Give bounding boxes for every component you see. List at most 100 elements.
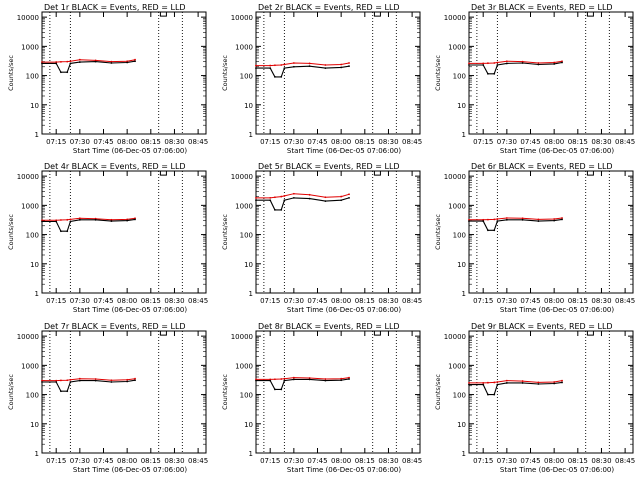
x-tick-label: 07:30 [70, 457, 90, 465]
data-point-lld [274, 196, 276, 199]
y-axis-label: Counts/sec [7, 214, 15, 250]
data-point-events [308, 197, 311, 200]
data-point-events [274, 388, 276, 391]
x-tick-label: 07:45 [307, 297, 327, 305]
y-tick-label: 1 [462, 450, 466, 458]
x-tick-label: 08:00 [331, 297, 351, 305]
y-tick-label: 100 [240, 232, 253, 240]
x-tick-label: 07:15 [46, 457, 66, 465]
data-point-events [505, 382, 508, 384]
series-line-events [42, 218, 136, 232]
data-point-lld [553, 218, 556, 220]
y-tick-label: 10000 [17, 333, 39, 341]
x-tick-label: 08:15 [141, 297, 161, 305]
data-point-lld [69, 60, 72, 63]
data-point-lld [561, 379, 563, 382]
x-tick-label: 08:00 [331, 138, 351, 146]
x-tick-label: 07:30 [284, 138, 304, 146]
data-point-events [521, 218, 524, 221]
data-point-lld [110, 60, 113, 63]
data-point-events [292, 65, 295, 68]
data-point-events [78, 61, 81, 63]
data-point-lld [255, 64, 257, 67]
y-tick-label: 10 [457, 102, 466, 110]
data-point-lld [78, 58, 81, 61]
data-point-lld [493, 218, 496, 221]
y-tick-label: 10000 [444, 333, 466, 341]
data-point-lld [493, 62, 496, 64]
series-line-lld [469, 380, 563, 384]
x-tick-label: 07:30 [284, 297, 304, 305]
data-point-events [269, 379, 272, 382]
y-tick-label: 1000 [235, 202, 253, 210]
y-tick-label: 10000 [17, 14, 39, 22]
data-point-lld [505, 379, 508, 382]
x-tick-label: 08:45 [188, 138, 208, 146]
data-point-lld [348, 62, 350, 64]
data-point-events [274, 208, 276, 211]
data-point-events [487, 229, 489, 232]
y-tick-label: 1000 [21, 43, 39, 51]
plot-frame [255, 330, 421, 454]
x-tick-label: 07:15 [473, 138, 493, 146]
data-point-events [348, 197, 350, 199]
data-point-events [55, 220, 58, 223]
data-point-lld [521, 60, 524, 63]
x-tick-label: 07:45 [93, 138, 113, 146]
data-point-lld [340, 377, 343, 380]
y-axis-label: Counts/sec [434, 55, 442, 91]
y-tick-label: 100 [453, 73, 466, 81]
data-point-events [537, 220, 540, 222]
data-point-events [561, 61, 563, 64]
y-tick-label: 10000 [231, 14, 253, 22]
x-tick-label: 08:30 [378, 297, 398, 305]
data-point-lld [308, 377, 311, 379]
data-point-events [269, 67, 272, 70]
data-point-events [324, 379, 327, 382]
data-point-events [292, 197, 295, 199]
data-point-events [505, 218, 508, 221]
series-line-events [469, 218, 563, 231]
x-tick-label: 08:00 [117, 457, 137, 465]
y-axis-label: Counts/sec [7, 55, 15, 91]
panel-det-2: Det 2r BLACK = Events, RED = LLD 1 10 100 10… [221, 3, 422, 155]
data-point-lld [292, 62, 295, 64]
x-tick-label: 07:45 [307, 138, 327, 146]
x-axis-label: Start Time (06-Dec-05 07:06:00) [73, 147, 187, 155]
data-point-lld [521, 217, 524, 220]
data-point-lld [69, 218, 72, 221]
data-point-lld [482, 218, 485, 221]
x-tick-label: 07:45 [520, 138, 540, 146]
x-tick-label: 08:45 [615, 297, 635, 305]
x-tick-label: 08:00 [117, 297, 137, 305]
panel-title: Det 8r BLACK = Events, RED = LLD [258, 322, 400, 331]
x-tick-label: 07:30 [284, 457, 304, 465]
data-point-events [274, 76, 276, 78]
data-point-events [66, 390, 69, 393]
x-tick-label: 08:15 [141, 457, 161, 465]
series-line-lld [42, 217, 136, 221]
panel-det-5: Det 5r BLACK = Events, RED = LLD 1 10 100 10… [221, 162, 422, 314]
y-tick-label: 10 [30, 102, 39, 110]
data-point-lld [496, 218, 499, 220]
data-point-events [468, 383, 470, 386]
x-tick-label: 08:45 [188, 297, 208, 305]
x-tick-label: 08:45 [188, 457, 208, 465]
data-point-events [94, 379, 97, 382]
data-point-events [283, 199, 286, 202]
interval-marker [373, 171, 381, 176]
data-point-lld [41, 219, 43, 222]
data-point-lld [553, 61, 556, 64]
x-tick-label: 08:30 [378, 457, 398, 465]
data-point-events [505, 62, 508, 65]
y-tick-label: 1 [35, 450, 39, 458]
data-point-lld [348, 376, 350, 379]
y-tick-label: 10000 [231, 333, 253, 341]
data-point-lld [505, 217, 508, 219]
data-point-events [496, 64, 499, 66]
data-point-events [537, 383, 540, 385]
data-point-lld [126, 60, 129, 63]
data-point-lld [41, 61, 43, 63]
y-tick-label: 1000 [448, 202, 466, 210]
data-point-lld [292, 192, 295, 195]
